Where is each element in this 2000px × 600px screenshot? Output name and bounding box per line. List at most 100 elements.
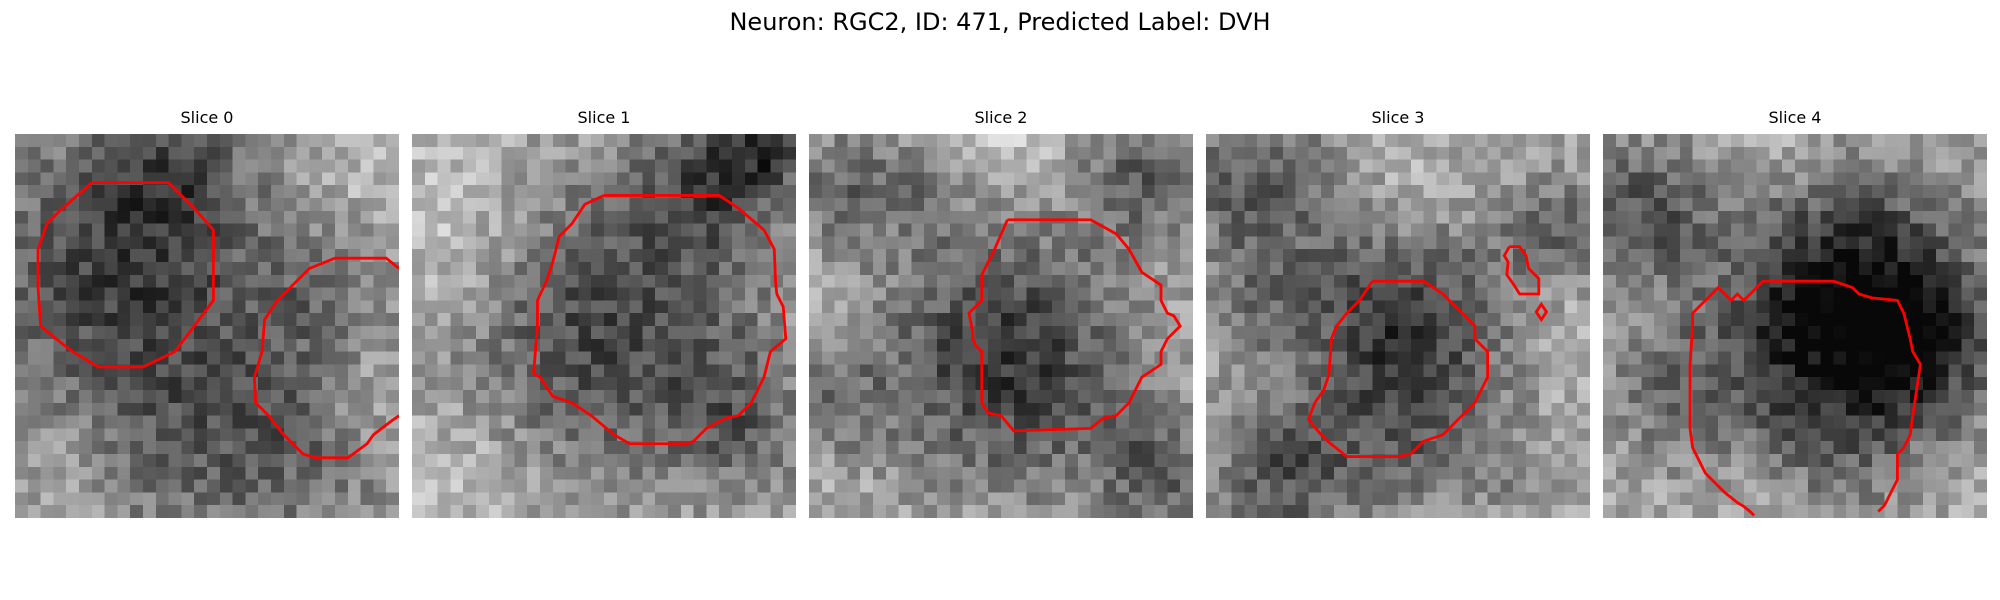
image-pixel (629, 338, 643, 352)
image-pixel (488, 390, 502, 404)
image-pixel (680, 300, 694, 314)
image-pixel (1859, 428, 1873, 442)
image-pixel (770, 146, 784, 160)
image-pixel (1270, 479, 1284, 493)
image-pixel (1013, 262, 1027, 276)
image-pixel (1372, 441, 1386, 455)
image-pixel (1615, 338, 1629, 352)
image-pixel (1820, 313, 1834, 327)
image-pixel (1679, 236, 1693, 250)
image-pixel (1206, 223, 1220, 237)
image-pixel (155, 364, 169, 378)
image-pixel (1513, 210, 1527, 224)
image-pixel (1935, 364, 1949, 378)
image-pixel (27, 210, 41, 224)
image-pixel (1897, 466, 1911, 480)
image-pixel (1500, 415, 1514, 429)
image-pixel (514, 146, 528, 160)
image-pixel (1564, 492, 1578, 506)
image-pixel (847, 300, 861, 314)
image-pixel (1871, 172, 1885, 186)
image-pixel (1295, 198, 1309, 212)
image-pixel (668, 262, 682, 276)
image-pixel (783, 198, 796, 212)
image-pixel (181, 441, 195, 455)
image-pixel (1282, 454, 1296, 468)
image-pixel (1910, 313, 1924, 327)
image-pixel (898, 505, 912, 518)
image-pixel (629, 134, 643, 148)
image-pixel (463, 300, 477, 314)
image-pixel (15, 402, 29, 416)
image-pixel (66, 377, 80, 391)
image-pixel (1065, 185, 1079, 199)
image-pixel (437, 326, 451, 340)
image-pixel (1551, 326, 1565, 340)
image-pixel (1538, 415, 1552, 429)
image-pixel (27, 428, 41, 442)
image-pixel (847, 351, 861, 365)
image-pixel (1846, 377, 1860, 391)
image-pixel (809, 479, 823, 493)
image-pixel (719, 262, 733, 276)
image-pixel (1449, 159, 1463, 173)
image-pixel (1116, 364, 1130, 378)
image-pixel (1372, 326, 1386, 340)
image-pixel (1705, 198, 1719, 212)
image-pixel (1218, 185, 1232, 199)
image-pixel (885, 313, 899, 327)
image-pixel (232, 364, 246, 378)
image-pixel (207, 159, 221, 173)
image-pixel (91, 479, 105, 493)
image-pixel (1474, 172, 1488, 186)
image-pixel (476, 300, 490, 314)
image-pixel (1231, 223, 1245, 237)
image-pixel (1884, 262, 1898, 276)
image-pixel (1974, 441, 1987, 455)
image-pixel (360, 466, 374, 480)
image-pixel (27, 492, 41, 506)
image-pixel (181, 402, 195, 416)
image-pixel (1257, 185, 1271, 199)
image-pixel (476, 377, 490, 391)
image-pixel (706, 262, 720, 276)
image-pixel (1782, 492, 1796, 506)
image-pixel (1462, 351, 1476, 365)
image-pixel (219, 415, 233, 429)
image-pixel (1436, 351, 1450, 365)
image-pixel (1846, 351, 1860, 365)
image-pixel (91, 274, 105, 288)
image-pixel (898, 134, 912, 148)
image-pixel (668, 364, 682, 378)
image-pixel (194, 428, 208, 442)
image-pixel (1961, 172, 1975, 186)
image-pixel (181, 454, 195, 468)
image-pixel (1513, 505, 1527, 518)
image-pixel (360, 223, 374, 237)
image-pixel (1334, 159, 1348, 173)
image-pixel (1667, 479, 1681, 493)
image-pixel (1090, 287, 1104, 301)
image-pixel (1769, 223, 1783, 237)
image-pixel (1564, 198, 1578, 212)
image-pixel (1116, 390, 1130, 404)
image-pixel (680, 454, 694, 468)
image-pixel (962, 428, 976, 442)
image-pixel (1923, 492, 1937, 506)
image-pixel (66, 210, 80, 224)
image-pixel (27, 454, 41, 468)
image-pixel (757, 466, 771, 480)
image-pixel (1410, 134, 1424, 148)
image-pixel (1359, 351, 1373, 365)
image-pixel (194, 377, 208, 391)
image-pixel (1513, 172, 1527, 186)
image-pixel (527, 415, 541, 429)
image-pixel (207, 466, 221, 480)
image-pixel (988, 210, 1002, 224)
image-pixel (732, 313, 746, 327)
image-pixel (911, 236, 925, 250)
image-pixel (283, 505, 297, 518)
image-pixel (143, 326, 157, 340)
image-pixel (1231, 364, 1245, 378)
image-pixel (219, 428, 233, 442)
